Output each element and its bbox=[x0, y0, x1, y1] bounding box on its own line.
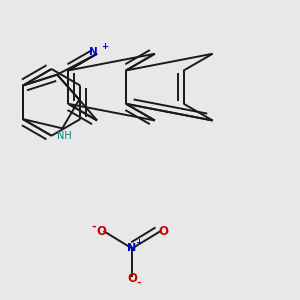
Text: +: + bbox=[136, 238, 142, 247]
Text: +: + bbox=[101, 42, 109, 51]
Text: N: N bbox=[89, 47, 98, 57]
Text: NH: NH bbox=[57, 131, 71, 141]
Text: N: N bbox=[128, 244, 137, 254]
Text: -: - bbox=[137, 278, 141, 288]
Text: O: O bbox=[158, 224, 168, 238]
Text: -: - bbox=[91, 222, 96, 232]
Text: O: O bbox=[96, 224, 106, 238]
Text: O: O bbox=[127, 272, 137, 285]
